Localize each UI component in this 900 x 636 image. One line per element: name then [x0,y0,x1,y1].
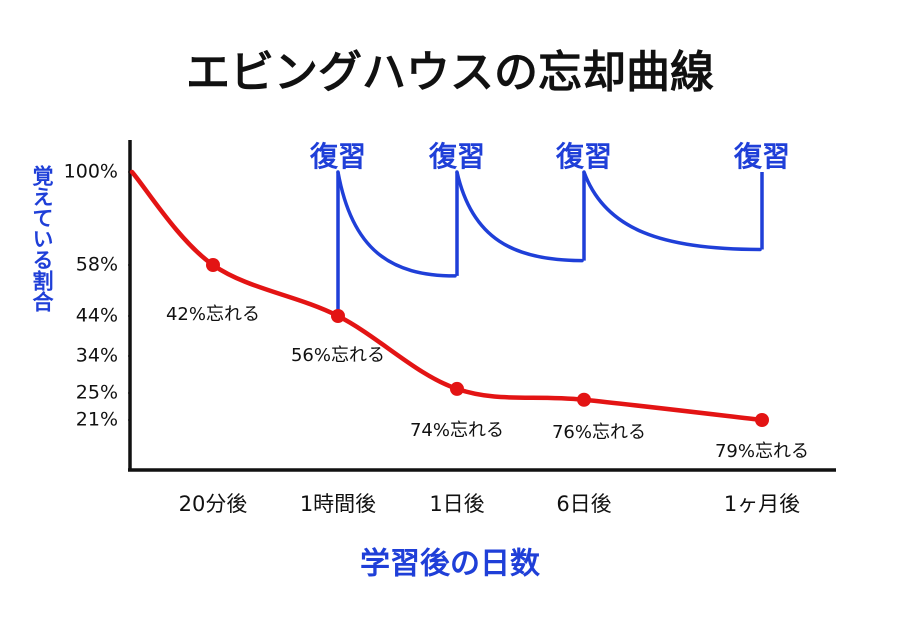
y-tick-label: 100% [64,161,118,183]
x-tick-label: 20分後 [179,492,248,516]
data-point [450,381,464,396]
annotation: 76%忘れる [552,422,646,443]
y-tick-label: 21% [76,409,118,431]
review-label: 復習 [428,140,485,173]
data-point [577,392,591,407]
annotation: 74%忘れる [410,420,504,441]
review-label: 復習 [733,140,790,173]
annotation: 42%忘れる [166,304,260,325]
x-axis-title: 学習後の日数 [360,547,541,582]
y-tick-label: 34% [76,345,118,367]
review-label: 復習 [309,140,366,173]
data-point [331,309,345,323]
review-decay [582,170,762,252]
forgetting-curve [129,169,765,423]
x-tick-label: 1時間後 [300,492,376,516]
annotation: 79%忘れる [715,441,809,462]
x-tick-label: 1日後 [429,492,484,516]
x-tick-label: 1ヶ月後 [724,492,800,516]
x-tick-label: 6日後 [556,492,611,516]
review-decay [455,170,584,263]
review-decay [336,170,457,278]
chart-title: エビングハウスの忘却曲線 [186,47,714,98]
data-point [755,413,769,427]
annotation: 56%忘れる [291,345,385,366]
review-label: 復習 [555,140,612,173]
y-tick-label: 25% [76,382,118,404]
y-tick-label: 44% [76,305,118,327]
y-tick-label: 58% [76,254,118,276]
data-point [206,258,220,272]
y-axis-title: 覚えている割合 [30,164,54,313]
